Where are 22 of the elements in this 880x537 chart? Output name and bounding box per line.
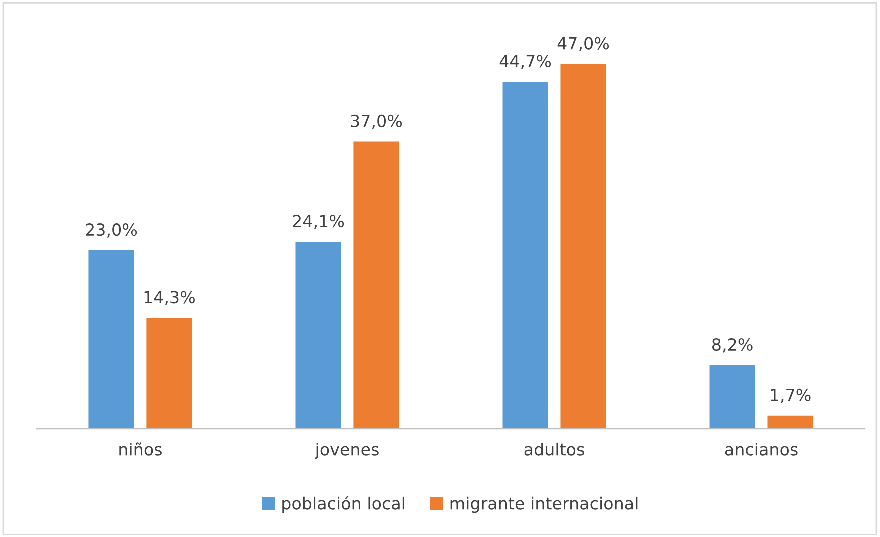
data-label: 37,0% — [351, 114, 402, 130]
data-label: 14,3% — [144, 291, 196, 306]
bar — [354, 142, 400, 430]
bar — [560, 64, 606, 430]
bar — [88, 250, 134, 430]
data-label: 24,1% — [293, 215, 344, 230]
data-label: 23,0% — [86, 224, 138, 238]
data-label: 8,2% — [712, 338, 753, 353]
x-tick-label: niños — [120, 442, 162, 456]
bar — [768, 416, 814, 430]
x-tick-label: adultos — [524, 442, 584, 456]
x-tick-label: ancianos — [725, 442, 798, 456]
data-label: 1,7% — [771, 388, 811, 404]
bar — [296, 242, 342, 430]
bar — [146, 318, 192, 430]
legend-label: población local — [282, 496, 404, 514]
legend-label: migrante internacional — [450, 496, 638, 514]
x-tick-label: jovenes — [314, 442, 379, 460]
bar — [710, 365, 756, 430]
bar — [502, 82, 548, 430]
data-label: 44,7% — [500, 55, 552, 70]
data-label: 47,0% — [558, 37, 610, 52]
